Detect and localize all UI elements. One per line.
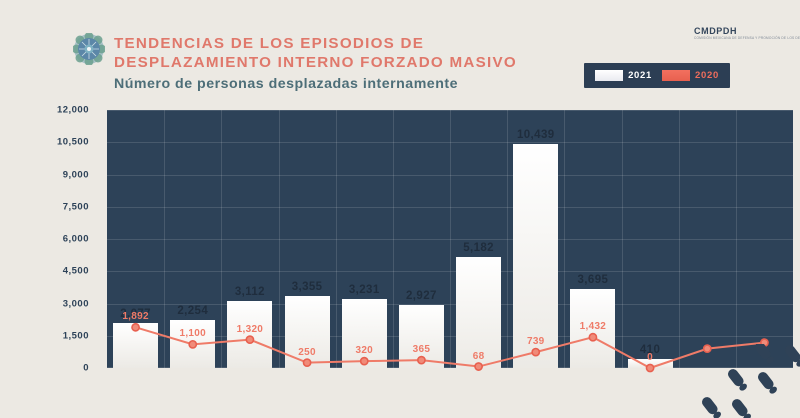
line-value-label-jun: 365	[412, 344, 431, 356]
legend-label-2020: 2020	[695, 70, 719, 81]
mandala-flower-icon	[72, 32, 106, 66]
line-value-label-mar: 1,320	[236, 323, 264, 335]
org-logo: CMDPDH COMISIÓN MEXICANA DE DEFENSA Y PR…	[690, 18, 800, 48]
bar-value-label-oct: 410	[639, 344, 661, 357]
line-value-label-ene: 1,892	[122, 311, 149, 323]
bar-value-label-mar: 3,112	[234, 286, 265, 299]
line-point-may[interactable]	[359, 356, 369, 366]
gridline-vertical	[450, 110, 451, 368]
plot-background	[107, 110, 793, 368]
line-point-abr[interactable]	[302, 358, 312, 368]
line-series-2020	[131, 322, 769, 373]
bar-sep[interactable]	[570, 288, 616, 368]
bar-may[interactable]	[341, 298, 387, 368]
gridline-vertical	[678, 110, 680, 368]
legend-swatch-2020	[662, 70, 690, 81]
legend-swatch-2021	[595, 70, 624, 81]
gridline-vertical	[278, 110, 280, 368]
gridline-horizontal	[107, 239, 793, 240]
y-axis-tick-label: 4,500	[62, 265, 89, 277]
line-value-label-sep: 1,432	[579, 321, 607, 333]
line-point-ene[interactable]	[131, 322, 140, 332]
line-point-feb[interactable]	[188, 339, 198, 349]
chart-subtitle: Número de personas desplazadas intername…	[114, 76, 458, 92]
line-path-2020	[135, 326, 765, 370]
chart-plot-area: 2,077 2,254 3,112 3,355 3,231 2,927 5,182 10,43…	[57, 105, 793, 374]
gridline-vertical	[164, 110, 166, 368]
line-point-ago[interactable]	[531, 347, 541, 357]
bar-jul[interactable]	[456, 256, 502, 368]
line-point-dic[interactable]	[760, 338, 769, 348]
line-point-jun[interactable]	[417, 355, 426, 365]
bar-value-label-ago: 10,439	[516, 128, 555, 141]
y-axis-tick-label: 10,500	[56, 136, 89, 148]
line-point-oct[interactable]	[645, 363, 655, 373]
gridline-horizontal	[107, 110, 793, 111]
gridline-horizontal	[107, 367, 793, 368]
bar-value-label-feb: 2,254	[177, 304, 209, 317]
line-value-label-oct: 0	[647, 352, 654, 363]
y-axis-tick-label: 7,500	[62, 201, 89, 213]
line-value-label-abr: 250	[298, 346, 316, 358]
bar-value-label-sep: 3,695	[577, 273, 609, 286]
gridline-horizontal	[107, 303, 793, 305]
gridline-vertical	[507, 110, 509, 368]
line-point-jul[interactable]	[474, 362, 483, 371]
bar-value-label-abr: 3,355	[291, 280, 323, 293]
bar-value-label-ene: 2,077	[120, 308, 151, 321]
gridline-vertical	[621, 110, 623, 368]
org-logo-name: CMDPDH	[694, 25, 738, 36]
line-value-label-feb: 1,100	[179, 328, 207, 340]
line-point-sep[interactable]	[588, 332, 598, 342]
gridline-vertical	[392, 110, 394, 368]
y-axis-tick-label: 12,000	[56, 104, 89, 116]
legend-item-2021[interactable]: 2021	[595, 70, 652, 81]
line-point-mar[interactable]	[245, 335, 255, 345]
gridline-horizontal	[107, 142, 793, 144]
gridline-horizontal	[107, 271, 793, 273]
page-title-line-1: TENDENCIAS DE LOS EPISODIOS DE	[114, 35, 425, 52]
y-axis-tick-label: 6,000	[62, 233, 89, 245]
page-title-line-2: DESPLAZAMIENTO INTERNO FORZADO MASIVO	[114, 54, 517, 71]
line-value-label-ago: 739	[526, 336, 545, 348]
gridline-vertical	[564, 110, 566, 368]
org-logo-subtitle: COMISIÓN MEXICANA DE DEFENSA Y PROMOCIÓN…	[694, 35, 800, 40]
legend-item-2020[interactable]: 2020	[662, 70, 719, 81]
gridline-horizontal	[107, 206, 793, 208]
y-axis-tick-label: 0	[83, 362, 89, 374]
chart-legend: 2021 2020	[584, 63, 730, 88]
gridline-horizontal	[107, 174, 793, 176]
bar-ago[interactable]	[513, 143, 559, 368]
bar-value-label-jun: 2,927	[406, 290, 437, 303]
bar-value-label-jul: 5,182	[463, 241, 494, 254]
y-axis-tick-label: 1,500	[62, 330, 89, 342]
title-block: TENDENCIAS DE LOS EPISODIOS DE DESPLAZAM…	[114, 34, 584, 94]
gridline-horizontal	[107, 335, 793, 337]
gridline-vertical	[221, 110, 223, 368]
bar-mar[interactable]	[227, 301, 273, 368]
line-value-label-may: 320	[355, 345, 374, 357]
gridline-vertical	[735, 110, 737, 368]
gridline-vertical	[335, 110, 337, 368]
bar-oct[interactable]	[627, 359, 673, 368]
y-axis-tick-label: 3,000	[62, 298, 89, 309]
legend-label-2021: 2021	[628, 70, 652, 81]
line-value-label-jul: 68	[472, 350, 485, 362]
line-point-nov[interactable]	[702, 344, 712, 354]
y-axis-tick-label: 9,000	[62, 169, 89, 180]
bar-value-label-may: 3,231	[348, 283, 380, 296]
